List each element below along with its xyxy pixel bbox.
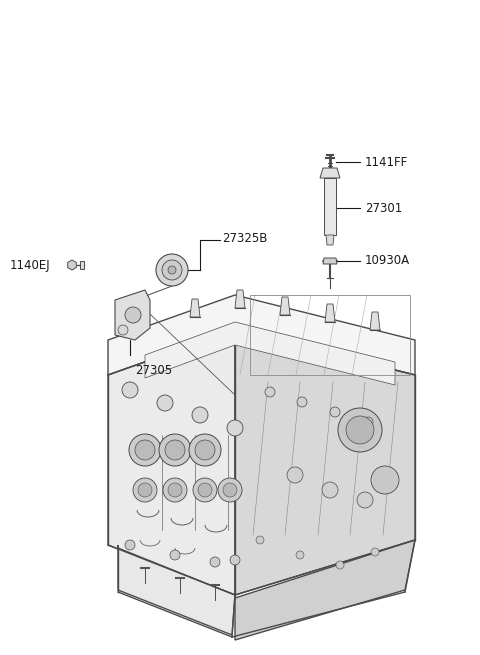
Circle shape <box>330 407 340 417</box>
Text: 27301: 27301 <box>365 202 402 214</box>
Circle shape <box>165 440 185 460</box>
Circle shape <box>322 482 338 498</box>
Circle shape <box>198 483 212 497</box>
Polygon shape <box>80 261 84 269</box>
Circle shape <box>135 440 155 460</box>
Polygon shape <box>108 330 235 595</box>
Text: 27305: 27305 <box>135 364 172 377</box>
Circle shape <box>193 478 217 502</box>
Circle shape <box>163 478 187 502</box>
Circle shape <box>223 483 237 497</box>
Polygon shape <box>108 295 415 375</box>
Circle shape <box>159 434 191 466</box>
Circle shape <box>371 548 379 556</box>
Polygon shape <box>118 545 235 635</box>
Circle shape <box>195 440 215 460</box>
Circle shape <box>133 478 157 502</box>
Circle shape <box>287 467 303 483</box>
Circle shape <box>192 407 208 423</box>
Circle shape <box>138 483 152 497</box>
Polygon shape <box>323 258 337 264</box>
Text: 27325B: 27325B <box>222 231 267 244</box>
Polygon shape <box>115 290 150 340</box>
Polygon shape <box>145 322 395 385</box>
Polygon shape <box>325 304 335 322</box>
Polygon shape <box>190 299 200 317</box>
Circle shape <box>357 492 373 508</box>
Circle shape <box>218 478 242 502</box>
Circle shape <box>338 408 382 452</box>
Circle shape <box>122 382 138 398</box>
Polygon shape <box>324 178 336 235</box>
Circle shape <box>336 561 344 569</box>
Polygon shape <box>280 297 290 315</box>
Circle shape <box>256 536 264 544</box>
Bar <box>250 295 410 375</box>
Circle shape <box>156 254 188 286</box>
Circle shape <box>168 483 182 497</box>
Circle shape <box>297 397 307 407</box>
Circle shape <box>227 420 243 436</box>
Circle shape <box>371 466 399 494</box>
Circle shape <box>346 416 374 444</box>
Circle shape <box>125 307 141 323</box>
Polygon shape <box>326 235 334 245</box>
Circle shape <box>210 557 220 567</box>
Polygon shape <box>370 312 380 330</box>
Circle shape <box>363 417 373 427</box>
Polygon shape <box>320 168 340 178</box>
Circle shape <box>157 395 173 411</box>
Polygon shape <box>235 540 415 640</box>
Circle shape <box>230 555 240 565</box>
Polygon shape <box>235 330 415 595</box>
Text: 1140EJ: 1140EJ <box>10 259 50 272</box>
Circle shape <box>265 387 275 397</box>
Circle shape <box>189 434 221 466</box>
Text: 1141FF: 1141FF <box>365 155 408 168</box>
Polygon shape <box>235 290 245 308</box>
Circle shape <box>168 266 176 274</box>
Circle shape <box>170 550 180 560</box>
Text: 10930A: 10930A <box>365 255 410 267</box>
Circle shape <box>125 540 135 550</box>
Circle shape <box>162 260 182 280</box>
Circle shape <box>118 325 128 335</box>
Circle shape <box>296 551 304 559</box>
Polygon shape <box>68 260 76 270</box>
Circle shape <box>129 434 161 466</box>
